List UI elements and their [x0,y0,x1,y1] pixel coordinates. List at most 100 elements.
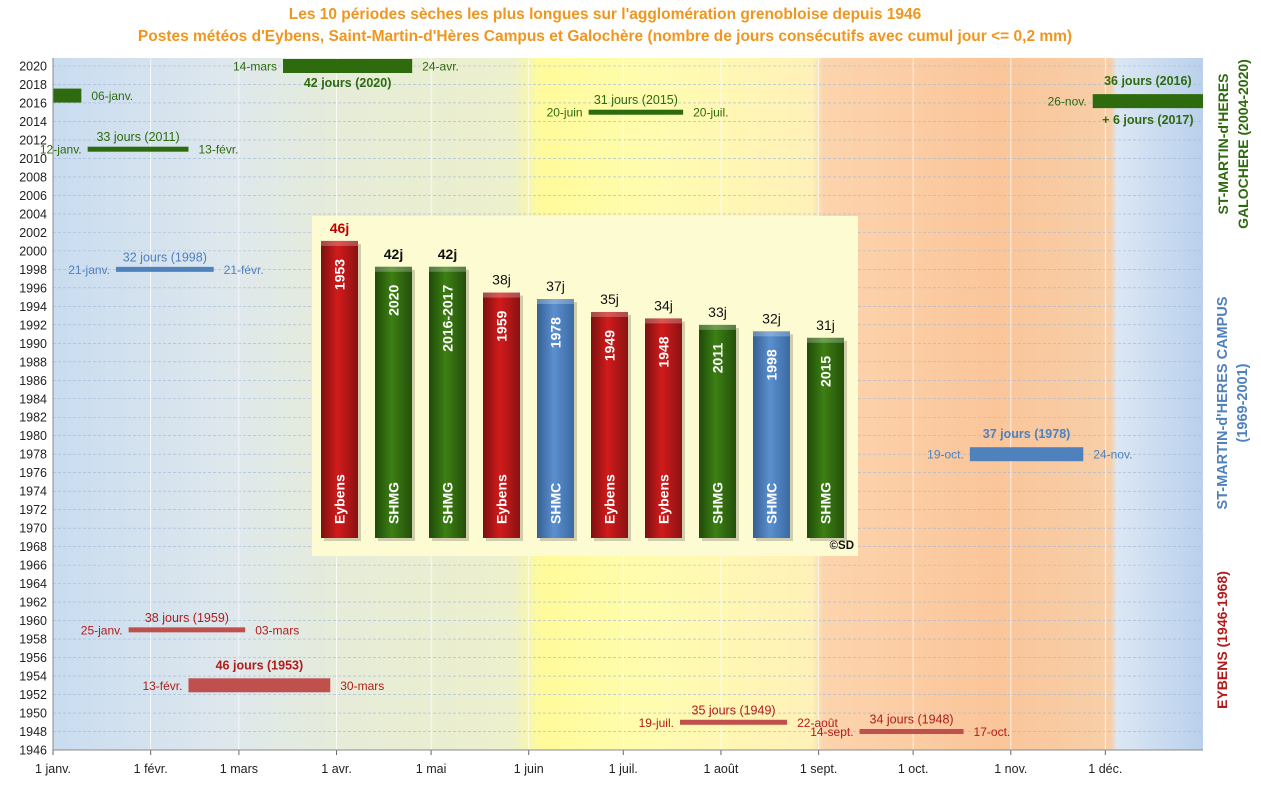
inset-value-label-5: 35j [600,291,619,307]
inset-value-label-3: 38j [492,272,511,288]
inset-bar-3 [483,292,520,538]
period-label-2: 36 jours (2016) [1104,74,1192,88]
period-label-7: 38 jours (1959) [145,611,229,625]
inset-station-1: SHMG [386,482,402,524]
period-end-5: 21-févr. [224,263,264,277]
inset-bar-7 [699,324,736,538]
inset-station-4: SHMC [548,483,564,524]
y-tick-1952: 1952 [19,688,47,702]
y-tick-2006: 2006 [19,189,47,203]
period-label-9: 35 jours (1949) [692,703,776,717]
x-tick-label-4: 1 mai [416,762,447,776]
inset-value-label-8: 32j [762,310,781,326]
side-label-shmg: ST-MARTIN-d'HERES GALOCHERE (2004-2020) [1213,59,1253,229]
inset-station-7: SHMG [710,482,726,524]
y-tick-1958: 1958 [19,633,47,647]
x-tick-label-5: 1 juin [514,762,544,776]
inset-value-label-6: 34j [654,297,673,313]
period-start-6: 19-oct. [927,448,964,462]
y-tick-1998: 1998 [19,263,47,277]
period-start-10: 14-sept. [810,725,853,739]
side-label-eybens-line1: EYBENS (1946-1968) [1214,571,1230,709]
period-end-3: 20-juil. [693,106,728,120]
x-tick-label-1: 1 févr. [134,762,168,776]
period-start-8: 13-févr. [142,679,182,693]
y-tick-1946: 1946 [19,744,47,758]
y-tick-2008: 2008 [19,170,47,184]
y-tick-1948: 1948 [19,725,47,739]
x-tick-label-3: 1 avr. [321,762,352,776]
y-tick-1982: 1982 [19,411,47,425]
inset-value-label-2: 42j [438,246,457,262]
inset-category-9: 2015 [818,356,834,387]
inset-bar-cap-6 [645,318,682,324]
x-tick-label-2: 1 mars [220,762,258,776]
period-bar-3 [588,109,684,115]
inset-value-label-9: 31j [816,317,835,333]
y-tick-1980: 1980 [19,429,47,443]
period-start-2: 26-nov. [1048,95,1087,109]
x-tick-label-6: 1 juil. [609,762,638,776]
side-label-shmg-line1: ST-MARTIN-d'HERES [1215,73,1231,215]
y-tick-2018: 2018 [19,78,47,92]
period-start-5: 21-janv. [68,263,110,277]
period-bar-7 [128,627,246,633]
inset-category-1: 2020 [386,285,402,316]
inset-station-3: Eybens [494,474,510,524]
y-tick-1974: 1974 [19,485,47,499]
inset-bar-4 [537,299,574,538]
period-bar-5 [116,266,214,272]
x-tick-label-0: 1 janv. [35,762,71,776]
inset-category-8: 1998 [764,349,780,380]
inset-bar-cap-1 [375,266,412,272]
inset-station-2: SHMG [440,482,456,524]
inset-bar-5 [591,311,628,538]
period-label-4: 33 jours (2011) [96,130,179,144]
side-label-shmg-line2: GALOCHERE (2004-2020) [1235,59,1251,229]
y-tick-1990: 1990 [19,337,47,351]
y-tick-2020: 2020 [19,60,47,74]
inset-value-label-7: 33j [708,304,727,320]
y-tick-2010: 2010 [19,152,47,166]
inset-category-5: 1949 [602,330,618,361]
inset-category-4: 1978 [548,317,564,348]
inset-station-8: SHMC [764,483,780,524]
y-tick-1966: 1966 [19,559,47,573]
period-start-3: 20-juin [547,106,583,120]
inset-bar-9 [807,337,844,538]
x-tick-label-7: 1 août [704,762,739,776]
inset-station-0: Eybens [332,474,348,524]
inset-bar-cap-7 [699,324,736,330]
period-end-10: 17-oct. [974,725,1011,739]
y-tick-1984: 1984 [19,392,47,406]
period-end-0: 24-avr. [422,60,459,74]
inset-bar-cap-2 [429,266,466,272]
side-label-shmc-line2: (1969-2001) [1235,363,1251,443]
y-tick-1960: 1960 [19,614,47,628]
y-tick-1992: 1992 [19,318,47,332]
period-end-1: 06-janv. [91,89,133,103]
period-bar-2 [1092,94,1203,109]
y-tick-1970: 1970 [19,522,47,536]
period-bar-4 [87,146,189,152]
period-bar-6 [969,447,1084,462]
y-tick-2014: 2014 [19,115,47,129]
period-end-8: 30-mars [340,679,384,693]
inset-bar-cap-9 [807,337,844,343]
y-tick-1976: 1976 [19,466,47,480]
period-bar-9 [679,719,788,725]
y-tick-1996: 1996 [19,281,47,295]
period-start-0: 14-mars [233,60,277,74]
y-tick-1986: 1986 [19,374,47,388]
inset-bar-cap-8 [753,331,790,337]
side-label-shmc: ST-MARTIN-d'HERES CAMPUS (1969-2001) [1213,297,1253,510]
inset-bar-cap-4 [537,299,574,305]
x-tick-label-8: 1 sept. [800,762,838,776]
period-label-10: 34 jours (1948) [870,713,954,727]
inset-bar-cap-0 [321,240,358,246]
inset-bar-cap-3 [483,292,520,298]
period-label-8: 46 jours (1953) [216,658,304,672]
y-tick-1972: 1972 [19,503,47,517]
inset-value-label-1: 42j [384,246,403,262]
